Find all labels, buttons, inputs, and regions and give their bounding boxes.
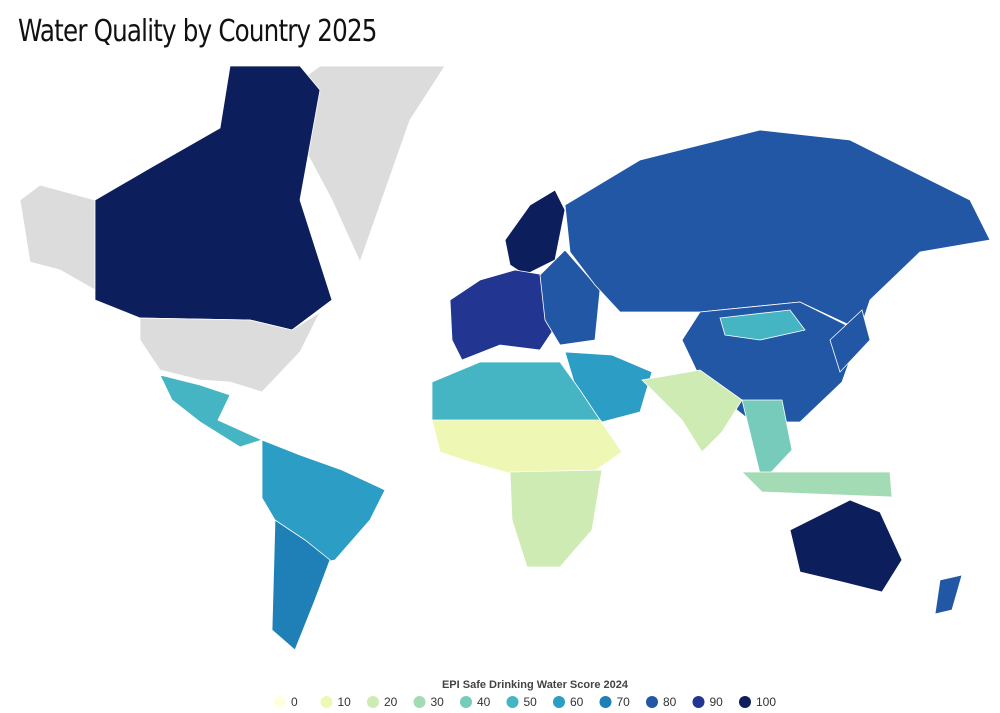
- legend-label: 0: [291, 695, 298, 709]
- legend-swatch: [739, 696, 751, 708]
- region: [641, 369, 743, 453]
- region: [719, 309, 806, 341]
- world-map: [19, 65, 991, 651]
- legend-swatch: [320, 696, 333, 708]
- legend-swatch: [692, 696, 705, 708]
- legend-swatch: [646, 696, 658, 708]
- legend-swatch: [599, 696, 612, 708]
- legend-swatch: [367, 696, 379, 708]
- legend-label: 80: [663, 695, 677, 709]
- region: [271, 519, 331, 651]
- legend-label: 20: [384, 695, 398, 709]
- region: [504, 189, 566, 276]
- region: [94, 65, 333, 331]
- region: [741, 471, 893, 498]
- legend-label: 100: [756, 695, 776, 709]
- region: [19, 184, 96, 291]
- legend-label: 60: [570, 695, 584, 709]
- legend-swatch: [553, 696, 565, 708]
- legend-label: 40: [477, 695, 491, 709]
- region: [564, 129, 991, 331]
- legend-swatch: [506, 696, 519, 708]
- region: [829, 309, 871, 373]
- legend-swatch: [274, 696, 286, 708]
- legend-swatch: [413, 696, 426, 708]
- legend: 0 10 20 30 40 50 60 70 80 90 100: [274, 695, 776, 709]
- legend-label: 70: [617, 695, 631, 709]
- region: [934, 574, 963, 615]
- legend-swatch: [460, 696, 472, 708]
- region: [741, 399, 793, 483]
- region: [139, 310, 322, 393]
- region: [539, 249, 601, 346]
- legend-title: EPI Safe Drinking Water Score 2024: [442, 679, 629, 691]
- legend-label: 90: [710, 695, 724, 709]
- legend-label: 10: [338, 695, 352, 709]
- region: [509, 469, 603, 568]
- title: Water Quality by Country 2025: [18, 14, 377, 49]
- legend-label: 50: [524, 695, 538, 709]
- region: [449, 269, 561, 361]
- region: [789, 499, 903, 593]
- legend-label: 30: [431, 695, 445, 709]
